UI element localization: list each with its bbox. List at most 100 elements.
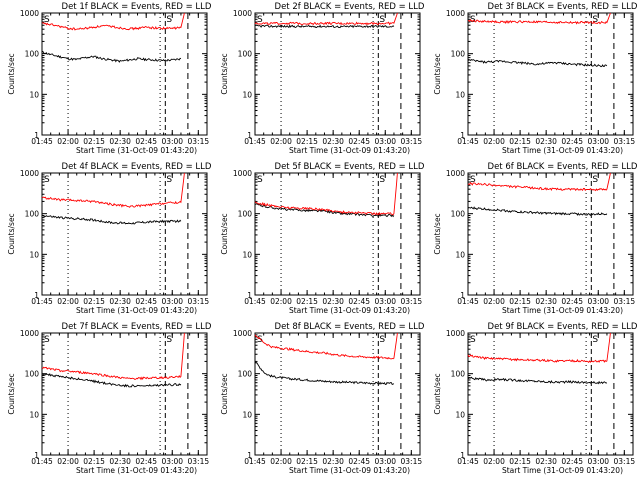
x-tick-label: 02:15 [509, 297, 531, 306]
x-tick-label: 03:15 [401, 137, 423, 146]
panel-det-7: Det 7f BLACK = Events, RED = LLD 1 10 100 10… [7, 322, 212, 475]
x-axis-label: Start Time (31-Oct-09 01:43:20) [289, 146, 410, 155]
x-tick-label: 02:45 [561, 137, 583, 146]
start-marker: S [257, 175, 263, 185]
y-tick-label: 100 [238, 210, 253, 219]
y-tick-label: 1 [247, 451, 252, 460]
events-series-line [467, 59, 608, 68]
y-tick-label: 100 [451, 50, 466, 59]
y-tick-label: 10 [29, 90, 39, 99]
x-axis-label: Start Time (31-Oct-09 01:43:20) [502, 146, 623, 155]
chart-title: Det 7f BLACK = Events, RED = LLD [62, 322, 212, 332]
y-tick-label: 1000 [446, 169, 465, 178]
events-series-line [467, 376, 608, 385]
end-marker: S [379, 335, 385, 345]
panel-det-4: Det 4f BLACK = Events, RED = LLD 1 10 100 10… [7, 162, 212, 315]
x-tick-label: 02:15 [83, 297, 105, 306]
plot-frame [254, 12, 421, 136]
x-tick-label: 03:00 [161, 457, 183, 466]
x-tick-label: 03:15 [401, 297, 423, 306]
plot-frame [467, 12, 634, 136]
plot-frame [41, 172, 208, 296]
x-tick-label: 02:00 [270, 137, 292, 146]
end-marker: S [592, 175, 598, 185]
chart-title: Det 2f BLACK = Events, RED = LLD [275, 2, 425, 12]
x-tick-label: 02:15 [509, 137, 531, 146]
y-axis-label: Counts/sec [220, 373, 229, 414]
events-series-line [41, 372, 182, 388]
y-tick-label: 10 [455, 410, 465, 419]
start-marker: S [44, 175, 50, 185]
y-tick-label: 10 [455, 90, 465, 99]
y-tick-label: 1000 [20, 329, 39, 338]
x-tick-label: 01:45 [244, 297, 266, 306]
y-tick-label: 100 [238, 370, 253, 379]
x-tick-label: 02:45 [561, 297, 583, 306]
events-series-line [254, 24, 395, 29]
chart-title: Det 1f BLACK = Events, RED = LLD [62, 2, 212, 12]
lld-series-line [467, 332, 611, 363]
x-tick-label: 02:00 [270, 457, 292, 466]
lld-series-line [41, 172, 185, 208]
y-tick-label: 10 [242, 410, 252, 419]
y-tick-label: 1 [460, 291, 465, 300]
y-tick-label: 1000 [20, 169, 39, 178]
x-tick-label: 02:00 [483, 297, 505, 306]
y-tick-label: 1000 [446, 329, 465, 338]
y-tick-label: 10 [242, 90, 252, 99]
x-tick-label: 03:15 [614, 137, 636, 146]
x-tick-label: 02:45 [348, 457, 370, 466]
plot-frame [254, 332, 421, 456]
y-tick-label: 1 [460, 131, 465, 140]
start-marker: S [257, 335, 263, 345]
y-tick-label: 100 [451, 370, 466, 379]
x-tick-label: 02:15 [296, 137, 318, 146]
y-tick-label: 1000 [446, 9, 465, 18]
x-axis-label: Start Time (31-Oct-09 01:43:20) [502, 306, 623, 315]
x-tick-label: 01:45 [457, 137, 479, 146]
x-axis-label: Start Time (31-Oct-09 01:43:20) [76, 466, 197, 475]
x-tick-label: 02:30 [322, 297, 344, 306]
x-tick-label: 03:00 [374, 137, 396, 146]
x-tick-label: 01:45 [457, 297, 479, 306]
y-axis-label: Counts/sec [7, 373, 16, 414]
y-tick-label: 1 [460, 451, 465, 460]
y-tick-label: 100 [451, 210, 466, 219]
x-axis-label: Start Time (31-Oct-09 01:43:20) [289, 466, 410, 475]
x-tick-label: 02:30 [535, 137, 557, 146]
y-tick-label: 1000 [233, 169, 252, 178]
y-tick-label: 1 [247, 131, 252, 140]
x-tick-label: 01:45 [457, 457, 479, 466]
x-tick-label: 02:00 [483, 457, 505, 466]
x-tick-label: 03:00 [587, 137, 609, 146]
x-tick-label: 02:30 [535, 297, 557, 306]
x-tick-label: 01:45 [31, 297, 53, 306]
x-tick-label: 03:00 [587, 297, 609, 306]
y-tick-label: 1000 [233, 329, 252, 338]
lld-series-line [41, 332, 185, 381]
y-tick-label: 1000 [233, 9, 252, 18]
start-marker: S [44, 335, 50, 345]
x-tick-label: 03:15 [401, 457, 423, 466]
x-tick-label: 02:45 [348, 297, 370, 306]
y-tick-label: 10 [29, 250, 39, 259]
lld-series-line [254, 332, 398, 360]
x-tick-label: 02:45 [135, 297, 157, 306]
x-tick-label: 02:30 [109, 297, 131, 306]
x-tick-label: 01:45 [31, 137, 53, 146]
x-tick-label: 03:15 [188, 297, 210, 306]
plot-frame [41, 12, 208, 136]
y-tick-label: 100 [25, 210, 40, 219]
x-tick-label: 01:45 [244, 457, 266, 466]
x-axis-label: Start Time (31-Oct-09 01:43:20) [289, 306, 410, 315]
x-tick-label: 02:15 [296, 297, 318, 306]
start-marker: S [470, 335, 476, 345]
y-tick-label: 1 [34, 291, 39, 300]
lld-series-line [41, 12, 185, 31]
chart-title: Det 3f BLACK = Events, RED = LLD [488, 2, 638, 12]
x-tick-label: 02:45 [135, 457, 157, 466]
x-tick-label: 02:00 [57, 297, 79, 306]
y-tick-label: 100 [25, 50, 40, 59]
y-tick-label: 1 [34, 451, 39, 460]
